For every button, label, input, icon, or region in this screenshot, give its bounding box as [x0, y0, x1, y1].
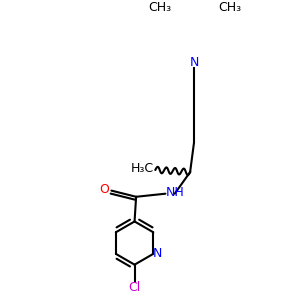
- Text: CH₃: CH₃: [218, 1, 241, 14]
- Text: H₃C: H₃C: [131, 162, 154, 175]
- Text: NH: NH: [165, 186, 184, 199]
- Text: N: N: [189, 56, 199, 69]
- Text: N: N: [153, 248, 163, 260]
- Text: O: O: [99, 183, 109, 196]
- Text: Cl: Cl: [128, 281, 141, 294]
- Text: CH₃: CH₃: [148, 1, 172, 14]
